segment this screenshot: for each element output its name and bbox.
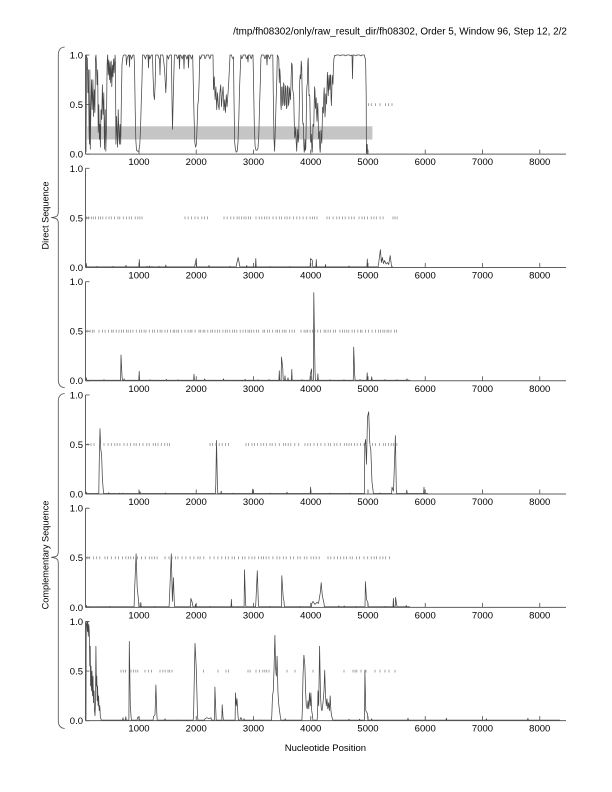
svg-text:1.0: 1.0 — [70, 164, 83, 175]
svg-text:1000: 1000 — [128, 724, 149, 735]
svg-text:1.0: 1.0 — [70, 390, 83, 401]
svg-text:1000: 1000 — [128, 157, 149, 168]
svg-text:/tmp/fh08302/only/raw_result_d: /tmp/fh08302/only/raw_result_dir/fh08302… — [233, 27, 567, 38]
svg-text:4000: 4000 — [300, 270, 321, 281]
svg-text:8000: 8000 — [529, 384, 550, 395]
svg-text:0.0: 0.0 — [70, 150, 83, 161]
svg-text:0.0: 0.0 — [70, 603, 83, 614]
svg-text:3000: 3000 — [243, 270, 264, 281]
svg-text:0.5: 0.5 — [70, 213, 83, 224]
svg-text:5000: 5000 — [357, 384, 378, 395]
svg-text:3000: 3000 — [243, 724, 264, 735]
svg-text:2000: 2000 — [186, 157, 207, 168]
svg-text:Nucleotide Position: Nucleotide Position — [285, 743, 366, 754]
svg-text:0.0: 0.0 — [70, 716, 83, 727]
svg-text:Direct Sequence: Direct Sequence — [41, 182, 51, 250]
svg-text:5000: 5000 — [357, 610, 378, 621]
svg-text:7000: 7000 — [472, 270, 493, 281]
svg-text:1.0: 1.0 — [70, 617, 83, 628]
svg-text:5000: 5000 — [357, 497, 378, 508]
svg-text:2000: 2000 — [186, 610, 207, 621]
svg-text:0.0: 0.0 — [70, 376, 83, 387]
svg-text:8000: 8000 — [529, 610, 550, 621]
svg-text:8000: 8000 — [529, 270, 550, 281]
svg-text:6000: 6000 — [415, 384, 436, 395]
svg-text:4000: 4000 — [300, 724, 321, 735]
svg-text:5000: 5000 — [357, 724, 378, 735]
svg-text:1.0: 1.0 — [70, 277, 83, 288]
svg-text:8000: 8000 — [529, 724, 550, 735]
svg-text:7000: 7000 — [472, 384, 493, 395]
svg-text:2000: 2000 — [186, 270, 207, 281]
svg-text:3000: 3000 — [243, 157, 264, 168]
svg-text:3000: 3000 — [243, 497, 264, 508]
svg-text:4000: 4000 — [300, 610, 321, 621]
svg-text:0.0: 0.0 — [70, 489, 83, 500]
svg-text:0.5: 0.5 — [70, 553, 83, 564]
svg-text:7000: 7000 — [472, 497, 493, 508]
svg-text:7000: 7000 — [472, 610, 493, 621]
svg-text:5000: 5000 — [357, 157, 378, 168]
svg-text:0.0: 0.0 — [70, 263, 83, 274]
svg-text:8000: 8000 — [529, 157, 550, 168]
svg-text:7000: 7000 — [472, 724, 493, 735]
svg-text:6000: 6000 — [415, 724, 436, 735]
svg-text:6000: 6000 — [415, 497, 436, 508]
svg-text:4000: 4000 — [300, 157, 321, 168]
svg-text:6000: 6000 — [415, 270, 436, 281]
svg-text:1000: 1000 — [128, 270, 149, 281]
svg-text:2000: 2000 — [186, 497, 207, 508]
svg-text:1.0: 1.0 — [70, 504, 83, 515]
svg-text:0.5: 0.5 — [70, 100, 83, 111]
svg-text:4000: 4000 — [300, 384, 321, 395]
svg-text:7000: 7000 — [472, 157, 493, 168]
svg-text:3000: 3000 — [243, 384, 264, 395]
svg-text:2000: 2000 — [186, 724, 207, 735]
svg-text:0.5: 0.5 — [70, 440, 83, 451]
svg-text:4000: 4000 — [300, 497, 321, 508]
svg-text:3000: 3000 — [243, 610, 264, 621]
svg-text:8000: 8000 — [529, 497, 550, 508]
svg-text:Complementary Sequence: Complementary Sequence — [41, 501, 51, 610]
svg-text:0.5: 0.5 — [70, 667, 83, 678]
svg-text:5000: 5000 — [357, 270, 378, 281]
svg-text:2000: 2000 — [186, 384, 207, 395]
svg-text:1.0: 1.0 — [70, 50, 83, 61]
svg-text:1000: 1000 — [128, 610, 149, 621]
svg-text:6000: 6000 — [415, 157, 436, 168]
svg-text:0.5: 0.5 — [70, 327, 83, 338]
svg-text:1000: 1000 — [128, 497, 149, 508]
svg-text:6000: 6000 — [415, 610, 436, 621]
svg-text:1000: 1000 — [128, 384, 149, 395]
